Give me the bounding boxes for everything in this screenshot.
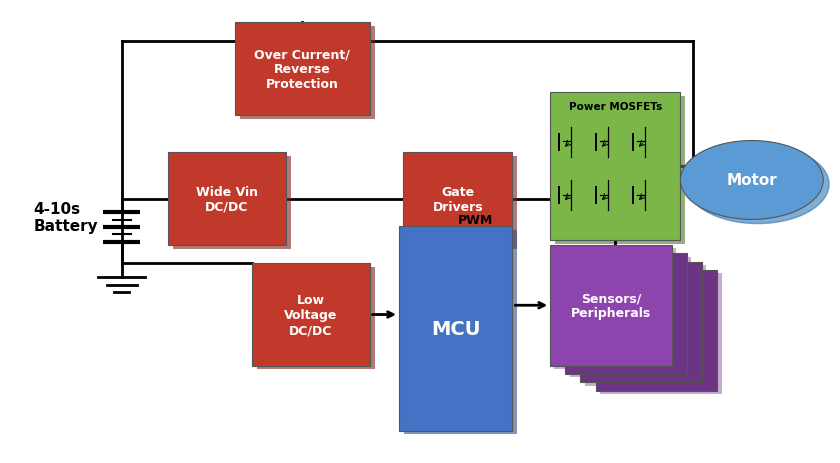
FancyBboxPatch shape [585,265,706,386]
FancyBboxPatch shape [399,227,512,431]
FancyBboxPatch shape [404,231,517,434]
Text: PWM: PWM [458,213,493,226]
FancyBboxPatch shape [555,96,685,244]
FancyBboxPatch shape [565,254,687,374]
Text: Sensors/
Peripherals: Sensors/ Peripherals [571,292,651,319]
FancyBboxPatch shape [570,257,691,377]
FancyBboxPatch shape [173,156,291,249]
FancyBboxPatch shape [580,262,702,382]
FancyBboxPatch shape [550,245,672,366]
Text: 4-10s
Battery: 4-10s Battery [34,201,98,234]
Text: Over Current/
Reverse
Protection: Over Current/ Reverse Protection [255,48,350,91]
FancyBboxPatch shape [235,23,370,116]
FancyBboxPatch shape [403,153,512,245]
Text: Power MOSFETs: Power MOSFETs [569,101,662,112]
FancyBboxPatch shape [600,274,722,394]
FancyBboxPatch shape [596,270,717,391]
FancyBboxPatch shape [240,27,375,119]
Text: Gate
Drivers: Gate Drivers [433,185,483,213]
Text: Motor: Motor [727,173,777,188]
Text: Low
Voltage
DC/DC: Low Voltage DC/DC [284,294,338,336]
FancyBboxPatch shape [554,249,676,369]
Text: Wide Vin
DC/DC: Wide Vin DC/DC [196,185,258,213]
FancyBboxPatch shape [408,156,517,249]
Circle shape [686,145,829,224]
FancyBboxPatch shape [550,93,680,241]
Circle shape [680,141,823,220]
FancyBboxPatch shape [168,153,286,245]
FancyBboxPatch shape [257,268,375,369]
FancyBboxPatch shape [252,264,370,366]
Text: MCU: MCU [431,319,480,338]
